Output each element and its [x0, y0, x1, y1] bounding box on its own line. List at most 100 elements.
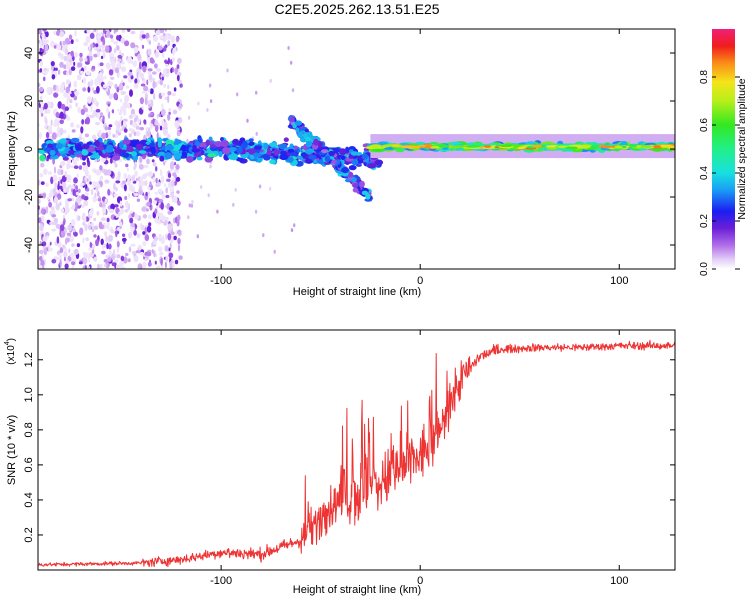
noise-mark	[82, 257, 88, 265]
noise-mark	[39, 172, 43, 178]
noise-mark	[157, 42, 160, 47]
noise-mark	[128, 127, 133, 132]
noise-mark	[166, 178, 171, 182]
noise-mark	[39, 60, 44, 67]
noise-mark	[89, 241, 92, 249]
noise-mark	[173, 235, 177, 241]
noise-mark	[291, 88, 295, 93]
noise-mark	[169, 206, 174, 212]
noise-mark	[139, 155, 143, 163]
noise-mark	[170, 180, 175, 188]
noise-mark	[136, 198, 141, 202]
noise-mark	[147, 68, 153, 72]
noise-mark	[234, 187, 237, 192]
noise-mark	[190, 203, 194, 208]
carrier-peak	[400, 145, 415, 149]
noise-mark	[135, 250, 140, 254]
noise-mark	[119, 50, 122, 54]
noise-mark	[160, 170, 163, 176]
noise-mark	[146, 79, 149, 86]
noise-mark	[113, 182, 116, 191]
noise-mark	[88, 225, 92, 230]
snr-ytick-label: 1.2	[23, 352, 35, 367]
noise-mark	[57, 168, 61, 176]
noise-mark	[95, 122, 100, 126]
noise-mark	[86, 29, 91, 34]
noise-mark	[121, 124, 125, 132]
noise-mark	[115, 214, 118, 219]
noise-mark	[159, 29, 165, 34]
carrier-mark	[81, 149, 89, 156]
carrier-mark	[119, 149, 127, 153]
noise-mark	[187, 115, 191, 120]
noise-mark	[160, 175, 165, 184]
noise-mark	[93, 29, 97, 33]
noise-mark	[117, 171, 121, 178]
noise-mark	[178, 103, 183, 109]
noise-mark	[102, 32, 105, 37]
colorbar-ticks: 0.0 0.2 0.4 0.6 0.8	[699, 70, 740, 276]
noise-mark	[128, 246, 132, 253]
noise-mark	[99, 112, 104, 117]
noise-mark	[132, 250, 136, 255]
carrier-mark	[287, 148, 295, 154]
carrier-mark	[70, 137, 80, 143]
noise-mark	[63, 251, 68, 258]
noise-mark	[131, 113, 137, 117]
noise-mark	[56, 236, 60, 244]
noise-mark	[158, 113, 161, 117]
noise-mark	[55, 224, 61, 229]
carrier-peak	[391, 144, 401, 148]
noise-mark	[78, 165, 83, 170]
branch-mark	[352, 187, 359, 193]
noise-mark	[139, 97, 144, 105]
noise-mark	[42, 76, 46, 82]
noise-mark	[93, 217, 97, 222]
noise-mark	[149, 112, 153, 116]
noise-mark	[50, 188, 54, 197]
noise-mark	[132, 121, 137, 128]
noise-mark	[116, 58, 122, 62]
noise-mark	[153, 250, 156, 258]
noise-mark	[99, 175, 104, 181]
noise-mark	[165, 233, 168, 241]
spectrogram-ytick-label: 0	[23, 146, 35, 152]
noise-mark	[148, 40, 152, 45]
snr-scale-label: (x10	[6, 345, 17, 365]
snr-xlabel: Height of straight line (km)	[293, 584, 421, 596]
carrier-mark	[131, 151, 138, 157]
noise-mark	[151, 99, 154, 108]
noise-mark	[128, 193, 130, 199]
noise-mark	[42, 29, 47, 32]
noise-mark	[46, 196, 50, 201]
snr-ytick-label: 0.4	[23, 492, 35, 507]
noise-mark	[39, 68, 43, 73]
noise-mark	[206, 108, 209, 112]
noise-mark	[60, 103, 66, 110]
noise-mark	[60, 83, 65, 91]
noise-mark	[71, 261, 76, 266]
noise-mark	[93, 256, 98, 262]
noise-mark	[106, 217, 110, 223]
noise-mark	[93, 53, 98, 58]
noise-mark	[82, 237, 85, 244]
noise-mark	[148, 222, 152, 227]
noise-mark	[72, 204, 76, 210]
colorbar	[712, 29, 735, 269]
noise-mark	[131, 186, 136, 194]
carrier-mark	[236, 148, 242, 153]
carrier-mark	[157, 151, 166, 158]
noise-mark	[143, 85, 149, 92]
carrier-mark	[273, 149, 280, 156]
noise-mark	[77, 62, 83, 68]
carrier-mark	[222, 147, 231, 155]
noise-mark	[153, 93, 156, 100]
noise-mark	[128, 133, 132, 138]
noise-mark	[40, 162, 45, 168]
carrier-mark	[307, 148, 315, 152]
noise-mark	[176, 219, 180, 227]
noise-mark	[106, 242, 109, 250]
noise-mark	[246, 118, 249, 123]
noise-mark	[171, 57, 175, 62]
carrier-peak	[590, 144, 601, 148]
